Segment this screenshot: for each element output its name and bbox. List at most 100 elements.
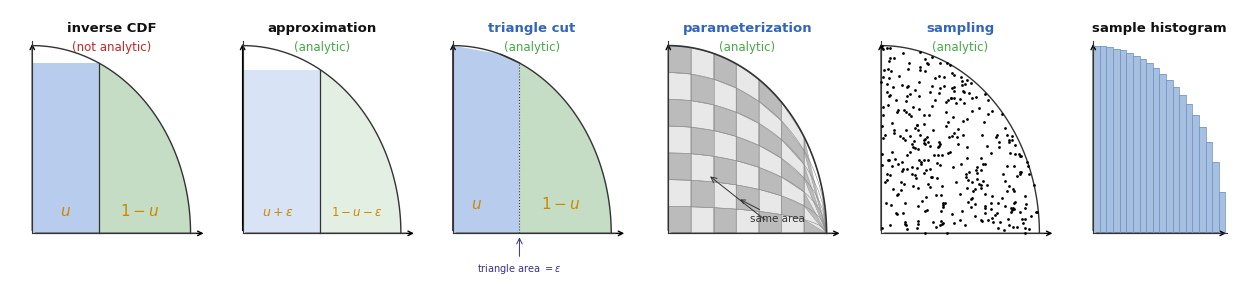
Point (890, 180, 910, 184)
Point (918, 158, 938, 163)
Point (895, 201, 915, 205)
Point (1004, 200, 1024, 205)
Point (952, 78, 972, 83)
Point (928, 145, 948, 149)
Point (915, 195, 935, 200)
Point (998, 217, 1018, 221)
Point (906, 123, 926, 128)
Polygon shape (33, 63, 99, 233)
Point (923, 84, 943, 88)
Point (930, 86, 950, 90)
Polygon shape (736, 88, 759, 123)
Point (906, 166, 926, 170)
Point (1007, 225, 1027, 229)
Point (873, 152, 893, 157)
Point (889, 74, 909, 78)
Point (1002, 208, 1022, 212)
Point (875, 132, 895, 137)
Point (914, 157, 934, 162)
Text: (analytic): (analytic) (294, 41, 349, 54)
Polygon shape (1192, 115, 1199, 233)
Text: (analytic): (analytic) (505, 41, 560, 54)
Point (908, 128, 928, 133)
Point (895, 128, 915, 132)
Point (1022, 214, 1042, 219)
Text: $u$: $u$ (471, 197, 482, 212)
Point (888, 162, 908, 166)
Polygon shape (781, 140, 804, 178)
Polygon shape (691, 74, 714, 105)
Polygon shape (691, 127, 714, 156)
Point (970, 182, 990, 187)
Text: (analytic): (analytic) (933, 41, 988, 54)
Point (978, 98, 998, 102)
Polygon shape (321, 70, 401, 233)
Polygon shape (759, 145, 781, 177)
Point (944, 89, 964, 94)
Point (913, 198, 933, 203)
Point (909, 203, 929, 208)
Polygon shape (1186, 104, 1192, 233)
Point (929, 144, 949, 148)
Point (953, 82, 973, 87)
Point (950, 218, 970, 222)
Point (957, 156, 977, 161)
Point (918, 182, 938, 187)
Point (947, 134, 967, 139)
Point (940, 150, 960, 155)
Point (898, 227, 918, 232)
Text: approximation: approximation (267, 22, 377, 35)
Polygon shape (714, 105, 736, 136)
Point (909, 157, 929, 162)
Point (905, 125, 925, 130)
Point (883, 164, 903, 169)
Point (915, 137, 935, 142)
Point (908, 219, 928, 223)
Point (908, 221, 928, 226)
Point (1005, 152, 1025, 156)
Polygon shape (669, 45, 691, 74)
Point (888, 191, 908, 196)
Polygon shape (736, 161, 759, 189)
Point (975, 92, 995, 97)
Point (908, 186, 928, 190)
Point (970, 186, 990, 190)
Point (930, 209, 950, 214)
Point (938, 120, 958, 124)
Point (893, 136, 913, 140)
Point (920, 144, 940, 149)
Point (903, 144, 923, 149)
Polygon shape (804, 206, 826, 233)
Point (910, 67, 930, 72)
Point (914, 141, 934, 145)
Polygon shape (1119, 50, 1127, 233)
Point (970, 168, 990, 172)
Point (975, 206, 995, 211)
Polygon shape (714, 79, 736, 112)
Point (1019, 172, 1039, 176)
Point (876, 201, 896, 206)
Point (1018, 164, 1038, 168)
Polygon shape (1099, 46, 1107, 233)
Point (909, 94, 929, 98)
Point (873, 113, 893, 117)
Point (968, 170, 988, 175)
Point (969, 181, 989, 186)
Point (873, 226, 893, 230)
Point (873, 43, 893, 48)
Point (1012, 170, 1032, 174)
Point (957, 145, 977, 150)
Point (938, 151, 958, 156)
Point (898, 167, 918, 171)
Point (901, 114, 921, 119)
Point (895, 138, 915, 143)
Point (1015, 202, 1035, 206)
Point (1004, 163, 1024, 168)
Point (908, 225, 928, 230)
Point (967, 165, 987, 169)
Text: (analytic): (analytic) (720, 41, 775, 54)
Point (871, 45, 891, 49)
Point (929, 90, 949, 95)
Point (1002, 138, 1022, 143)
Point (1005, 142, 1025, 147)
